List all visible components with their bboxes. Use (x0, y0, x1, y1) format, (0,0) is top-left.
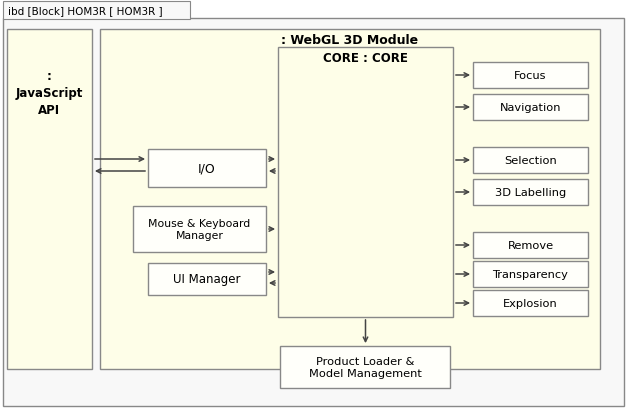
Text: 3D Labelling: 3D Labelling (495, 188, 566, 198)
Bar (7, 30, 92, 369)
Bar (473, 148, 588, 173)
Bar (473, 261, 588, 287)
Bar (278, 48, 453, 317)
Bar (148, 150, 266, 188)
Text: ibd [Block] HOM3R [ HOM3R ]: ibd [Block] HOM3R [ HOM3R ] (8, 6, 162, 16)
Text: Navigation: Navigation (500, 103, 561, 113)
Bar (473, 180, 588, 205)
Text: CORE : CORE: CORE : CORE (323, 52, 408, 65)
Bar (473, 290, 588, 316)
Text: Product Loader &
Model Management: Product Loader & Model Management (308, 356, 421, 378)
Text: Transparency: Transparency (493, 270, 569, 279)
Text: Remove: Remove (507, 240, 554, 250)
Text: : WebGL 3D Module: : WebGL 3D Module (282, 34, 419, 47)
Bar (473, 63, 588, 89)
Text: I/O: I/O (198, 162, 216, 175)
Text: Selection: Selection (504, 155, 557, 166)
Text: Mouse & Keyboard
Manager: Mouse & Keyboard Manager (149, 219, 251, 240)
Bar (473, 95, 588, 121)
Text: Explosion: Explosion (503, 298, 558, 308)
Bar (280, 346, 450, 388)
Bar (148, 263, 266, 295)
Bar (3, 2, 190, 20)
Bar (473, 232, 588, 258)
Bar (133, 207, 266, 252)
Text: Focus: Focus (514, 71, 547, 81)
Text: :
JavaScript
API: : JavaScript API (16, 70, 83, 117)
Text: UI Manager: UI Manager (173, 273, 241, 286)
Bar (100, 30, 600, 369)
